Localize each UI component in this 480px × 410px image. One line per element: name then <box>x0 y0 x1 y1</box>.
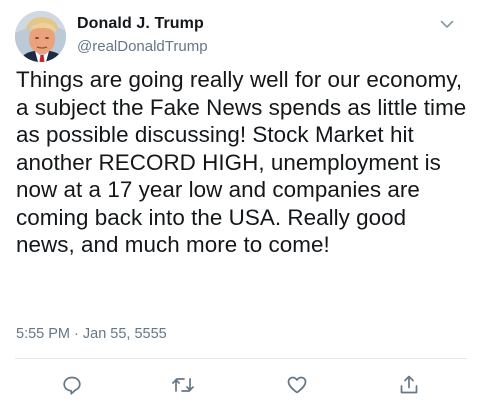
tweet-text: Things are going really well for our eco… <box>16 67 467 257</box>
display-name[interactable]: Donald J. Trump <box>77 15 204 32</box>
avatar[interactable] <box>15 11 66 62</box>
divider <box>15 358 467 359</box>
author-info: Donald J. Trump @realDonaldTrump <box>77 14 208 57</box>
heart-icon <box>287 376 307 394</box>
chevron-down-icon <box>440 20 454 28</box>
username-handle[interactable]: @realDonaldTrump <box>77 38 208 55</box>
reply-button[interactable] <box>59 372 85 398</box>
tweet-menu-button[interactable] <box>439 16 455 32</box>
tweet-timestamp[interactable]: 5:55 PM · Jan 55, 5555 <box>16 326 167 342</box>
share-icon <box>400 375 418 394</box>
avatar-photo-icon <box>15 11 66 62</box>
reply-icon <box>63 376 81 395</box>
retweet-icon <box>172 378 194 392</box>
action-bar <box>0 368 480 402</box>
like-button[interactable] <box>284 372 310 398</box>
share-button[interactable] <box>396 372 422 398</box>
retweet-button[interactable] <box>170 372 196 398</box>
